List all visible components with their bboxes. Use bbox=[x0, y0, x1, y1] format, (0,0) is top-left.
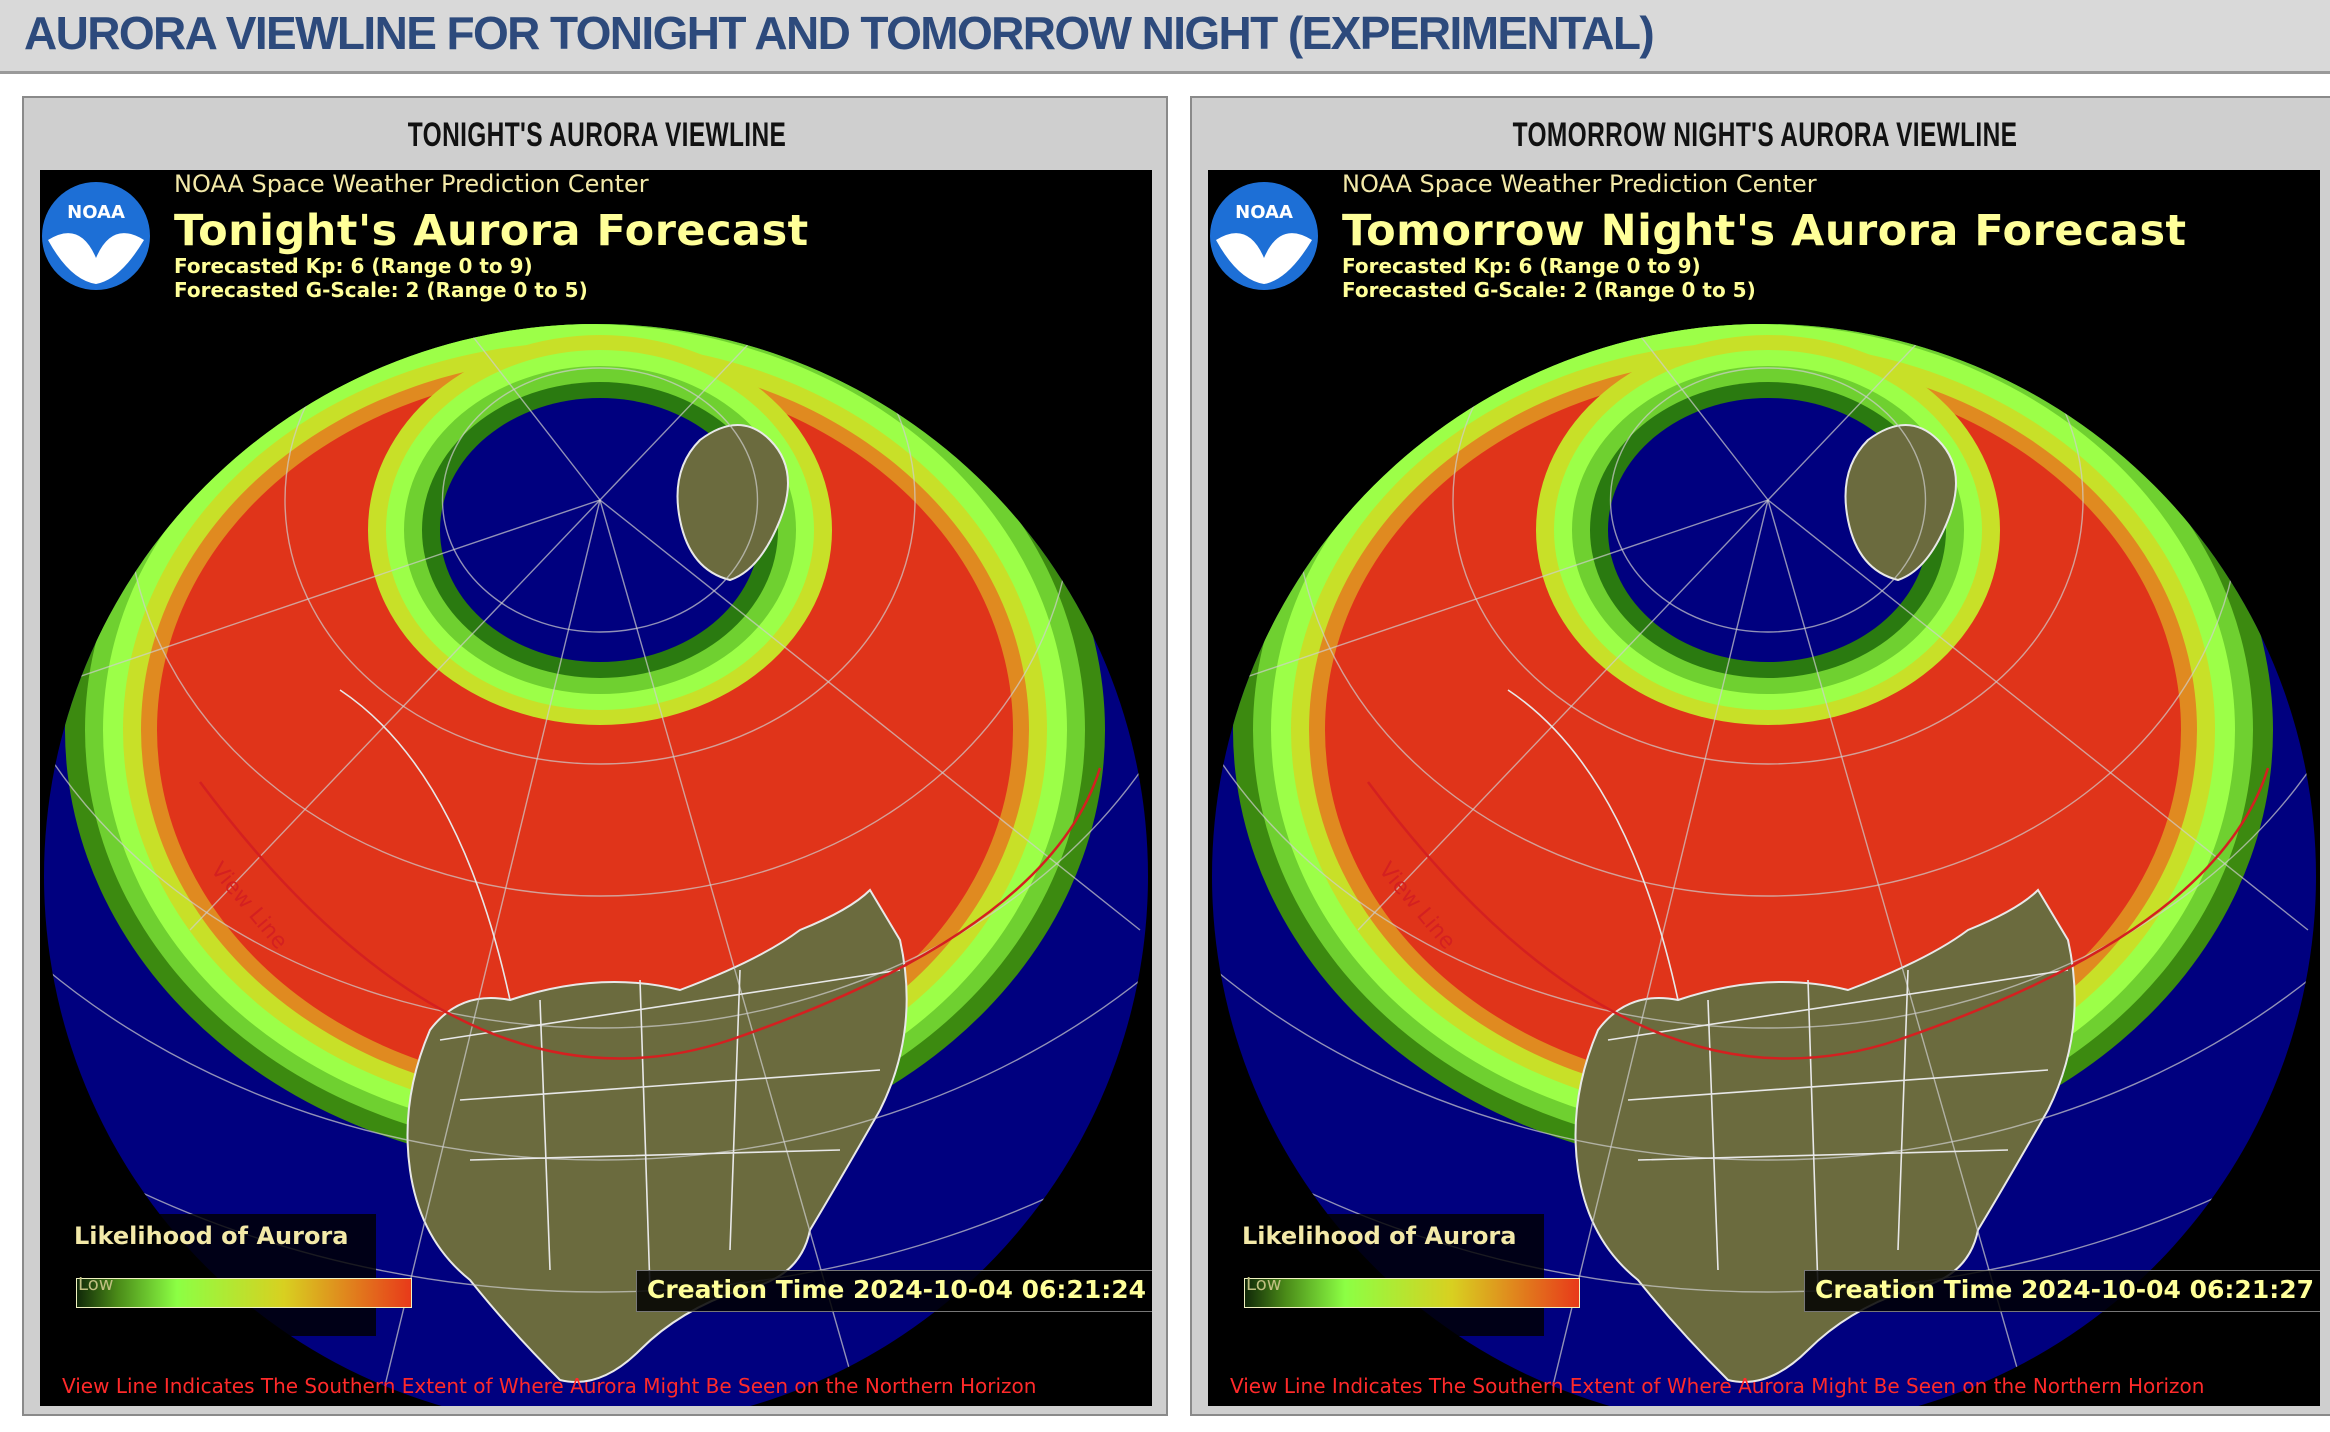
aurora-forecast-map: View Line NOAA NOAA Space Weather Predic… bbox=[1208, 170, 2320, 1406]
longitude-line bbox=[1767, 499, 2029, 1406]
legend-color-bar bbox=[76, 1278, 412, 1308]
creation-time-box: Creation Time 2024-10-04 06:21:27 bbox=[1804, 1270, 2320, 1312]
creation-time-box: Creation Time 2024-10-04 06:21:24 bbox=[636, 1270, 1152, 1312]
tonight-panel: TONIGHT'S AURORA VIEWLINE View Line NOAA… bbox=[22, 96, 1168, 1416]
latitude-line bbox=[1452, 324, 2084, 765]
greenland-land bbox=[676, 424, 789, 582]
border-lines bbox=[339, 689, 901, 1291]
legend-low-label: Low bbox=[78, 1274, 114, 1295]
forecast-gscale: Forecasted G-Scale: 2 (Range 0 to 5) bbox=[1342, 278, 1756, 302]
longitude-line bbox=[379, 499, 601, 1406]
polar-hole-band bbox=[1608, 398, 1928, 662]
legend-color-bar bbox=[1244, 1278, 1580, 1308]
longitude-line bbox=[1767, 499, 2309, 931]
noaa-logo-text: NOAA bbox=[67, 202, 125, 223]
border-lines bbox=[1507, 689, 2069, 1291]
greenland-land bbox=[1844, 424, 1957, 582]
latitude-line bbox=[1212, 324, 2316, 1029]
forecast-kp: Forecasted Kp: 6 (Range 0 to 9) bbox=[174, 254, 533, 278]
view-line-footnote: View Line Indicates The Southern Extent … bbox=[62, 1374, 1037, 1398]
longitude-line bbox=[1627, 324, 1769, 501]
view-line-footnote: View Line Indicates The Southern Extent … bbox=[1230, 1374, 2205, 1398]
creation-time: Creation Time 2024-10-04 06:21:24 bbox=[647, 1275, 1147, 1304]
latitude-line bbox=[44, 324, 1148, 1161]
longitude-line bbox=[599, 499, 1141, 931]
latitude-line bbox=[1212, 324, 2316, 1293]
map-source: NOAA Space Weather Prediction Center bbox=[1342, 170, 1817, 198]
page-title: AURORA VIEWLINE FOR TONIGHT AND TOMORROW… bbox=[24, 7, 1655, 59]
forecast-kp: Forecasted Kp: 6 (Range 0 to 9) bbox=[1342, 254, 1701, 278]
legend: Likelihood of Aurora bbox=[58, 1214, 376, 1336]
noaa-logo-bird bbox=[1216, 233, 1312, 284]
view-line bbox=[198, 767, 1102, 1060]
legend-title: Likelihood of Aurora bbox=[1242, 1222, 1517, 1250]
longitude-line bbox=[1212, 499, 1769, 691]
latitude-line bbox=[44, 324, 1148, 1293]
forecast-title: Tonight's Aurora Forecast bbox=[174, 206, 809, 256]
forecast-title: Tomorrow Night's Aurora Forecast bbox=[1342, 206, 2187, 256]
north-america-land bbox=[1574, 888, 2076, 1383]
noaa-logo-icon: NOAA bbox=[42, 182, 150, 290]
north-america-land bbox=[406, 888, 908, 1383]
longitude-line bbox=[1547, 499, 1769, 1406]
forecast-gscale: Forecasted G-Scale: 2 (Range 0 to 5) bbox=[174, 278, 588, 302]
view-line bbox=[1366, 767, 2270, 1060]
tomorrow-panel: TOMORROW NIGHT'S AURORA VIEWLINE View Li… bbox=[1190, 96, 2330, 1416]
noaa-logo-icon: NOAA bbox=[1210, 182, 1318, 290]
creation-time: Creation Time 2024-10-04 06:21:27 bbox=[1815, 1275, 2315, 1304]
legend: Likelihood of Aurora bbox=[1226, 1214, 1544, 1336]
polar-hole-band bbox=[440, 398, 760, 662]
noaa-logo-bird bbox=[48, 233, 144, 284]
panel-heading: TOMORROW NIGHT'S AURORA VIEWLINE bbox=[1512, 116, 2018, 154]
panel-heading: TONIGHT'S AURORA VIEWLINE bbox=[407, 116, 787, 154]
latitude-line bbox=[1609, 367, 1927, 633]
map-source: NOAA Space Weather Prediction Center bbox=[174, 170, 649, 198]
aurora-globe-graphic: View Line bbox=[1212, 324, 2316, 1406]
latitude-line bbox=[44, 324, 1148, 1029]
latitude-line bbox=[441, 367, 759, 633]
longitude-line bbox=[459, 324, 601, 501]
latitude-line bbox=[284, 324, 916, 765]
aurora-globe-graphic: View Line bbox=[44, 324, 1148, 1406]
page-header: AURORA VIEWLINE FOR TONIGHT AND TOMORROW… bbox=[0, 0, 2330, 74]
longitude-line bbox=[189, 499, 601, 931]
noaa-logo-text: NOAA bbox=[1235, 202, 1293, 223]
legend-title: Likelihood of Aurora bbox=[74, 1222, 349, 1250]
longitude-line bbox=[44, 499, 601, 691]
longitude-line bbox=[599, 499, 861, 1406]
latitude-line bbox=[1212, 324, 2316, 1161]
aurora-forecast-map: View Line NOAA NOAA Space Weather Predic… bbox=[40, 170, 1152, 1406]
longitude-line bbox=[1357, 499, 1769, 931]
legend-low-label: Low bbox=[1246, 1274, 1282, 1295]
